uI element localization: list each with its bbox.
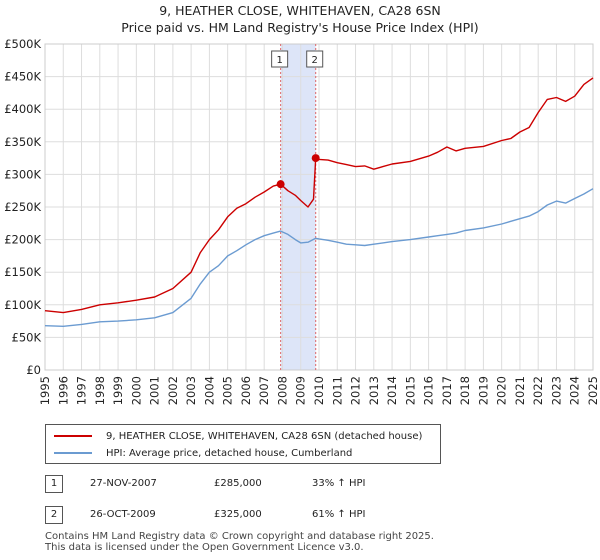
y-tick-label: £500K — [4, 37, 41, 51]
transaction-badge: 2 — [45, 506, 63, 524]
x-tick-label: 2014 — [385, 376, 399, 405]
x-tick-label: 2020 — [495, 376, 509, 405]
price-chart: 1 2 £0 £50K £100K £150K £200K £250K £300K £350K £… — [4, 37, 600, 405]
transaction-hpi-change: 33% ↑ HPI — [312, 478, 366, 489]
x-tick-label: 2022 — [531, 376, 545, 405]
x-tick-label: 2018 — [458, 376, 472, 405]
x-tick-label: 2013 — [367, 376, 381, 405]
transaction-price: £325,000 — [214, 509, 262, 520]
transaction-point — [311, 154, 320, 163]
transaction-date: 26-OCT-2009 — [90, 509, 156, 520]
y-tick-label: £250K — [4, 200, 41, 214]
x-tick-label: 2012 — [349, 376, 363, 405]
x-tick-label: 2008 — [275, 376, 289, 405]
legend-item-property: 9, HEATHER CLOSE, WHITEHAVEN, CA28 6SN (… — [54, 428, 422, 444]
x-tick-label: 2006 — [239, 376, 253, 405]
legend-swatch-hpi — [54, 452, 92, 454]
x-tick-label: 2021 — [513, 376, 527, 405]
x-tick-label: 1998 — [93, 376, 107, 405]
x-tick-label: 2015 — [403, 376, 417, 405]
footer-line1: Contains HM Land Registry data © Crown c… — [45, 531, 434, 542]
chart-title-line1: 9, HEATHER CLOSE, WHITEHAVEN, CA28 6SN — [159, 3, 441, 18]
x-tick-label: 2005 — [221, 376, 235, 405]
x-tick-label: 2017 — [440, 376, 454, 405]
plot-area-border — [44, 43, 594, 371]
legend-swatch-property — [54, 435, 92, 437]
legend-label-property: 9, HEATHER CLOSE, WHITEHAVEN, CA28 6SN (… — [106, 430, 423, 442]
transaction-point — [276, 180, 285, 189]
x-tick-label: 2024 — [568, 376, 582, 405]
y-tick-label: £350K — [4, 135, 41, 149]
hpi-line — [44, 188, 594, 327]
x-tick-label: 2001 — [148, 376, 162, 405]
transaction-hpi-change: 61% ↑ HPI — [312, 509, 366, 520]
y-tick-label: £450K — [4, 70, 41, 84]
y-tick-label: £300K — [4, 167, 41, 181]
x-tick-label: 2011 — [330, 376, 344, 405]
transaction-marker-box — [306, 50, 324, 68]
y-tick-label: £200K — [4, 233, 41, 247]
x-tick-label: 2010 — [312, 376, 326, 405]
transaction-price: £285,000 — [214, 478, 262, 489]
x-tick-label: 2004 — [202, 376, 216, 405]
x-tick-label: 1999 — [111, 376, 125, 405]
transaction-date: 27-NOV-2007 — [90, 478, 157, 489]
y-tick-label: £50K — [12, 330, 42, 344]
y-tick-label: £150K — [4, 265, 41, 279]
transaction-marker-label: 2 — [312, 55, 318, 66]
transaction-marker-box — [271, 50, 289, 68]
y-tick-label: £0 — [26, 363, 41, 377]
x-tick-label: 2003 — [184, 376, 198, 405]
footer-line2: This data is licensed under the Open Gov… — [45, 542, 364, 553]
legend: 9, HEATHER CLOSE, WHITEHAVEN, CA28 6SN (… — [45, 424, 441, 464]
x-tick-label: 2000 — [129, 376, 143, 405]
transaction-marker-label: 1 — [276, 55, 282, 66]
transaction-badge: 1 — [45, 475, 63, 493]
y-tick-label: £400K — [4, 102, 41, 116]
chart-title: 9, HEATHER CLOSE, WHITEHAVEN, CA28 6SN P… — [0, 2, 600, 36]
x-tick-label: 1996 — [56, 376, 70, 405]
legend-item-hpi: HPI: Average price, detached house, Cumb… — [54, 445, 352, 461]
y-tick-label: £100K — [4, 298, 41, 312]
x-tick-label: 2002 — [166, 376, 180, 405]
property-price-line — [44, 77, 594, 314]
x-tick-label: 1995 — [38, 376, 52, 405]
x-tick-label: 2025 — [586, 376, 600, 405]
x-tick-label: 2007 — [257, 376, 271, 405]
footer: Contains HM Land Registry data © Crown c… — [45, 531, 434, 553]
x-tick-label: 2009 — [294, 376, 308, 405]
x-tick-label: 1997 — [75, 376, 89, 405]
x-tick-label: 2019 — [476, 376, 490, 405]
chart-title-line2: Price paid vs. HM Land Registry's House … — [121, 20, 479, 35]
x-tick-label: 2023 — [549, 376, 563, 405]
legend-label-hpi: HPI: Average price, detached house, Cumb… — [106, 447, 353, 459]
x-tick-label: 2016 — [422, 376, 436, 405]
